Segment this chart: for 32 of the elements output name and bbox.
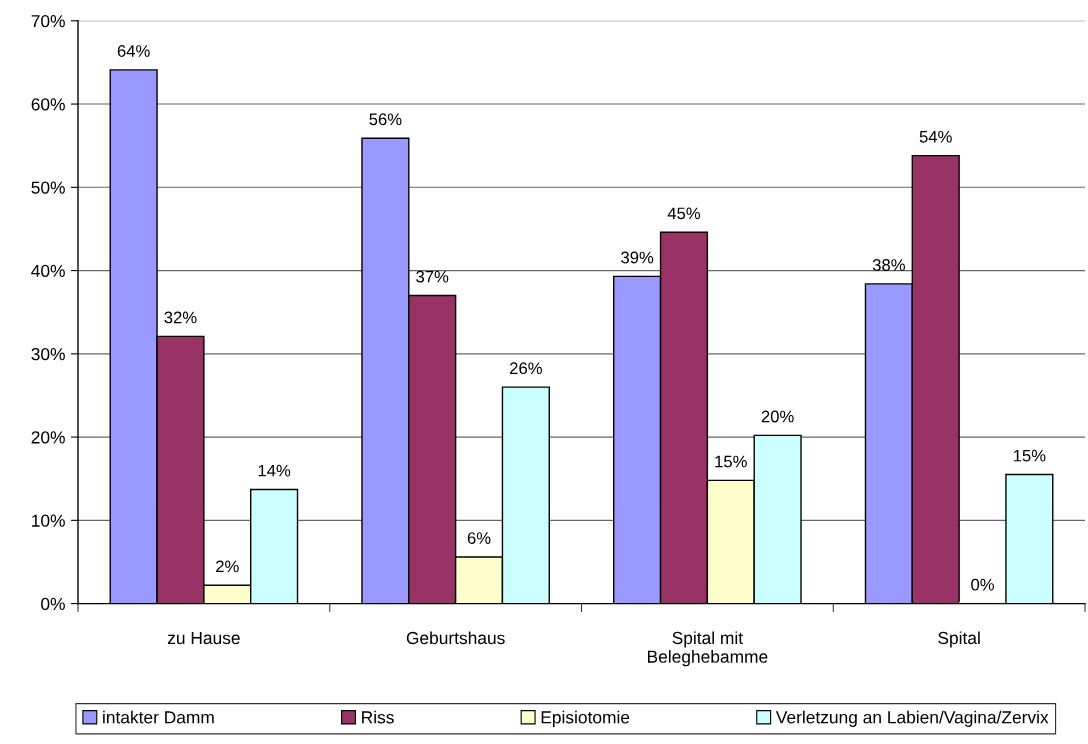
legend-label: Verletzung an Labien/Vagina/Zervix — [775, 710, 1049, 727]
x-tick-label: Spital mit Beleghebamme — [648, 631, 768, 667]
legend-label: Riss — [362, 710, 394, 724]
data-label: 14% — [258, 464, 291, 477]
data-label: 26% — [510, 362, 542, 375]
data-label: 20% — [761, 410, 794, 423]
x-tick-label: Geburtshaus — [406, 631, 505, 645]
x-tick-label: zu Hause — [167, 632, 240, 645]
y-tick-label: 0% — [41, 597, 65, 611]
y-tick-label: 20% — [31, 431, 65, 444]
data-label: 15% — [1013, 449, 1046, 462]
data-label: 32% — [164, 311, 197, 324]
data-label: 15% — [715, 455, 747, 468]
data-label: 45% — [667, 207, 701, 220]
x-tick-label: Spital — [938, 631, 980, 648]
data-label: 37% — [416, 270, 449, 283]
data-label: 6% — [467, 532, 491, 544]
y-tick-label: 10% — [32, 514, 65, 527]
y-tick-label: 70% — [31, 14, 65, 28]
data-label: 56% — [369, 113, 402, 126]
y-tick-label: 60% — [31, 98, 65, 111]
legend-label: Episiotomie — [541, 710, 630, 727]
y-tick-label: 30% — [31, 348, 65, 361]
y-tick-label: 40% — [31, 264, 65, 278]
legend-label: intakter Damm — [103, 710, 214, 724]
data-label: 39% — [621, 251, 654, 264]
data-label: 54% — [919, 130, 952, 143]
data-label: 2% — [216, 560, 239, 573]
data-label: 0% — [971, 578, 994, 591]
data-label: 38% — [872, 259, 905, 271]
data-label: 64% — [117, 45, 150, 57]
y-tick-label: 50% — [31, 181, 65, 194]
